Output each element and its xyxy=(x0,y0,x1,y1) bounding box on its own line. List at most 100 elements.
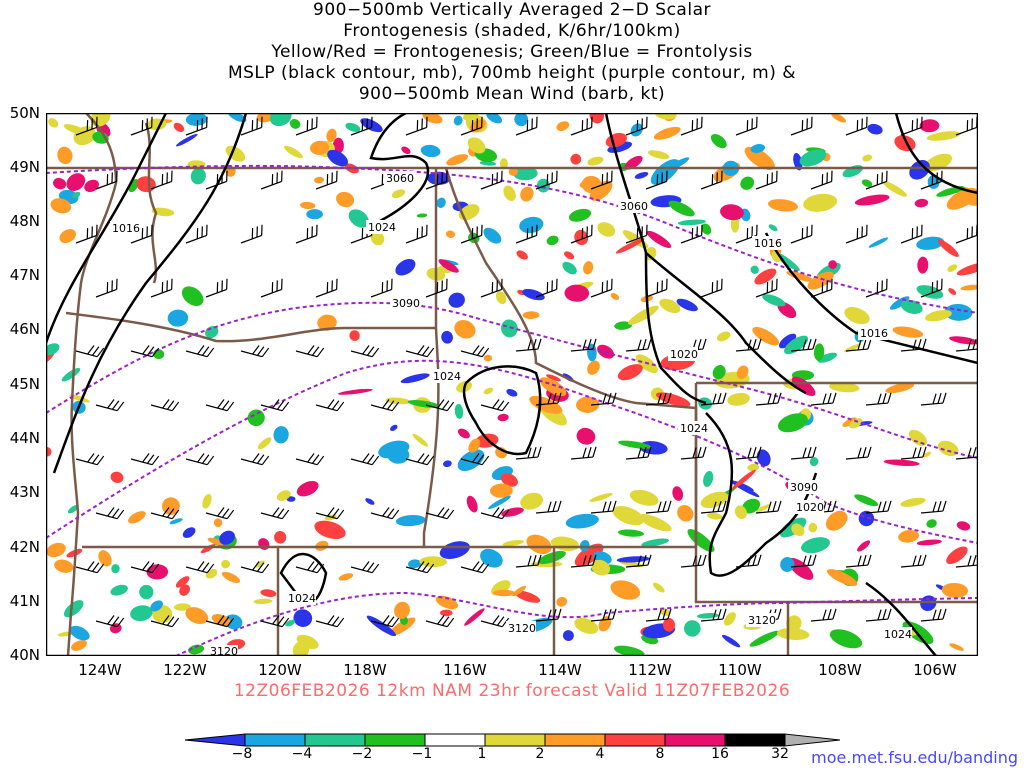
frontogenesis-cell xyxy=(422,113,443,124)
frontogenesis-cell xyxy=(173,603,191,611)
frontogenesis-cell xyxy=(589,113,605,124)
title-line-5: 900−500mb Mean Wind (barb, kt) xyxy=(358,84,666,104)
wind-barb xyxy=(150,278,173,298)
frontogenesis-cell xyxy=(589,493,613,502)
wind-barbs xyxy=(75,116,978,628)
frontogenesis-cell xyxy=(224,614,243,630)
frontogenesis-cell xyxy=(167,309,189,327)
frontogenesis-cell xyxy=(767,199,799,212)
wind-barb xyxy=(480,615,510,628)
frontogenesis-cell xyxy=(395,259,416,276)
wind-barb xyxy=(425,615,455,628)
wind-barb xyxy=(590,392,617,406)
frontogenesis-cell xyxy=(720,204,744,221)
wind-barb xyxy=(735,554,762,568)
frontogenesis-cell xyxy=(926,131,961,141)
frontogenesis-cell xyxy=(556,596,568,607)
wind-barb xyxy=(350,561,380,574)
wind-barb xyxy=(590,500,617,514)
wind-barb xyxy=(185,224,208,244)
wind-barb xyxy=(95,399,125,412)
wind-barb xyxy=(955,446,978,460)
wind-barb xyxy=(240,116,263,136)
wind-barb xyxy=(900,338,927,352)
frontogenesis-cell xyxy=(440,609,453,617)
frontogenesis-cell xyxy=(207,537,224,546)
colorbar-box-6 xyxy=(544,733,606,747)
frontogenesis-cell xyxy=(862,154,873,162)
wind-barb xyxy=(315,507,345,520)
frontogenesis-shading xyxy=(46,113,978,656)
wind-barb xyxy=(460,345,490,358)
wind-barb xyxy=(570,554,597,568)
frontogenesis-cell xyxy=(46,343,60,356)
frontogenesis-cell xyxy=(446,154,469,166)
state-borders xyxy=(46,113,978,656)
wind-barb xyxy=(130,116,153,136)
wind-barb xyxy=(790,446,817,460)
frontogenesis-cell xyxy=(784,335,809,355)
frontogenesis-cell xyxy=(576,396,600,413)
frontogenesis-cell xyxy=(453,115,463,126)
frontogenesis-cell xyxy=(629,489,659,506)
frontogenesis-cell xyxy=(464,608,485,626)
frontogenesis-cell xyxy=(801,537,830,554)
frontogenesis-cell xyxy=(146,564,169,580)
frontogenesis-cell xyxy=(883,459,920,466)
frontogenesis-cell xyxy=(483,354,493,362)
frontogenesis-cell xyxy=(48,118,59,128)
frontogenesis-cell xyxy=(274,531,287,544)
frontogenesis-cell xyxy=(529,395,563,414)
frontogenesis-cell xyxy=(722,634,741,648)
frontogenesis-cell xyxy=(293,609,313,627)
wind-barb xyxy=(515,554,542,568)
frontogenesis-cell xyxy=(188,644,205,655)
frontogenesis-cell xyxy=(777,413,808,433)
frontogenesis-cell xyxy=(587,343,597,362)
frontogenesis-cell xyxy=(653,126,681,140)
frontogenesis-cell xyxy=(777,628,810,640)
wind-barb xyxy=(185,453,215,466)
frontogenesis-cell xyxy=(508,167,518,176)
wind-barb xyxy=(865,278,888,298)
frontogenesis-cell xyxy=(202,493,212,509)
wind-barb xyxy=(405,116,428,136)
mslp-label-1024-a: 1024 xyxy=(368,221,396,234)
frontogenesis-cell xyxy=(337,388,373,395)
wind-barb xyxy=(680,554,707,568)
colorbar-tick-32: 32 xyxy=(771,746,789,762)
frontogenesis-cell xyxy=(445,230,456,238)
frontogenesis-cell xyxy=(438,259,459,273)
colorbar-box-1 xyxy=(244,733,306,747)
frontogenesis-cell xyxy=(922,451,931,458)
wind-barb xyxy=(295,561,325,574)
frontogenesis-cell xyxy=(825,510,848,531)
wind-barb xyxy=(735,116,758,136)
frontogenesis-cell xyxy=(857,540,871,552)
frontogenesis-cell xyxy=(522,288,545,301)
frontogenesis-cell xyxy=(749,630,780,647)
wind-barb xyxy=(315,170,338,190)
wind-barb xyxy=(920,170,943,190)
frontogenesis-cell xyxy=(436,197,446,208)
frontogenesis-cell xyxy=(401,146,411,155)
wind-barb xyxy=(75,561,105,574)
height-contour-3060 xyxy=(46,164,978,314)
frontogenesis-cell xyxy=(898,529,920,543)
frontogenesis-cell xyxy=(828,260,838,269)
lat-label-45n: 45N xyxy=(9,375,40,393)
frontogenesis-cell xyxy=(655,392,691,407)
title-line-4: MSLP (black contour, mb), 700mb height (… xyxy=(227,63,797,83)
frontogenesis-cell xyxy=(941,582,969,598)
frontogenesis-cell xyxy=(389,617,416,636)
wind-barb xyxy=(425,507,455,520)
lon-label-124w: 124W xyxy=(78,661,122,679)
frontogenesis-cell xyxy=(587,156,604,166)
frontogenesis-cell xyxy=(419,556,447,568)
frontogenesis-cell xyxy=(173,122,185,133)
frontogenesis-cell xyxy=(617,364,643,381)
source-credit: moe.met.fsu.edu/banding xyxy=(811,748,1018,767)
wind-barb xyxy=(150,399,180,412)
wind-barb xyxy=(405,224,428,244)
frontogenesis-cell xyxy=(258,538,270,550)
